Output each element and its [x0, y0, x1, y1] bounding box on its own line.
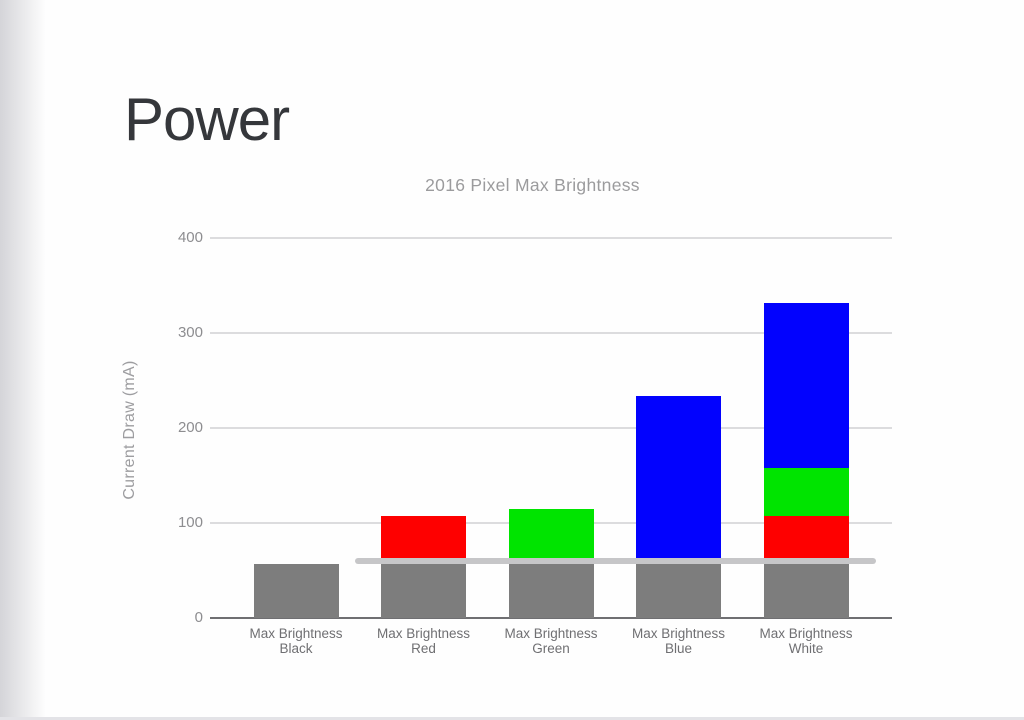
baseline-reference-line [355, 557, 876, 564]
y-tick-label: 100 [177, 514, 203, 531]
bar-segment-red [763, 516, 849, 564]
x-tick-label-line: Max Brightness [759, 626, 853, 641]
bar-segment-green [763, 467, 849, 517]
bar-segment-gray [508, 563, 594, 618]
slide-title: Power [124, 86, 290, 153]
bar-segment-gray [253, 563, 339, 618]
x-tick-label-line: Max Brightness [504, 626, 598, 641]
x-tick-label-line: Red [411, 641, 436, 656]
bar-segment-gray [381, 563, 466, 618]
bar-segment-blue [763, 302, 849, 468]
bar-segment-green [508, 508, 594, 564]
x-tick-label-line: Max Brightness [376, 626, 471, 641]
bar-segment-gray [636, 563, 721, 618]
bar-segment-red [381, 516, 466, 564]
bar-segment-gray [763, 563, 849, 618]
x-axis-line [210, 617, 892, 619]
x-tick-label: Max Brightness Red [354, 626, 494, 656]
gridline [210, 427, 892, 429]
x-tick-label-line: Max Brightness [249, 626, 343, 641]
x-tick-label-line: Green [532, 641, 570, 656]
left-edge-shadow [0, 0, 46, 720]
y-tick-label: 300 [177, 324, 203, 341]
x-tick-label-line: White [788, 641, 824, 656]
x-tick-label: Max Brightness Green [481, 626, 621, 656]
y-tick-label: 200 [177, 419, 203, 436]
y-tick-label: 0 [194, 609, 203, 626]
gridline [210, 332, 892, 334]
x-tick-label-line: Black [279, 641, 313, 656]
x-tick-label: Max Brightness White [736, 626, 876, 656]
x-tick-label: Max Brightness Blue [609, 626, 749, 656]
chart-title: 2016 Pixel Max Brightness [425, 175, 640, 195]
gridline [210, 237, 892, 239]
x-tick-label: Max Brightness Black [226, 626, 366, 656]
x-tick-label-line: Blue [664, 641, 693, 656]
y-tick-label: 400 [177, 229, 203, 246]
x-tick-label-line: Max Brightness [631, 626, 726, 641]
bar-segment-blue [636, 395, 721, 564]
